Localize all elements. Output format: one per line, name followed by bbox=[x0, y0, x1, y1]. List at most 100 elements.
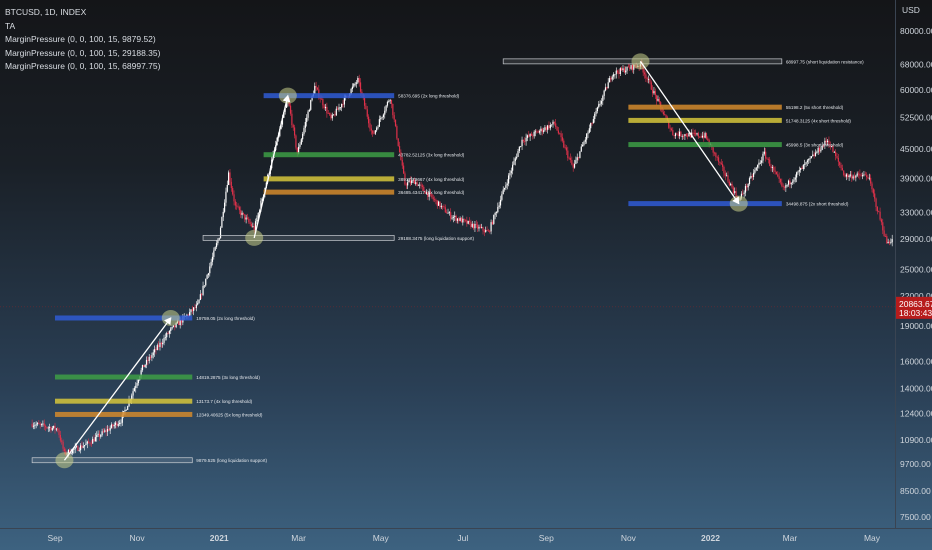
candle-body bbox=[882, 222, 884, 231]
candle-body bbox=[363, 98, 366, 106]
candle-body bbox=[481, 227, 483, 228]
candle-body bbox=[849, 174, 852, 176]
candle-body bbox=[86, 441, 88, 444]
candle-body bbox=[202, 285, 204, 295]
candle-body bbox=[505, 185, 507, 188]
candle-body bbox=[629, 67, 631, 69]
candle-body bbox=[210, 261, 212, 267]
level-band bbox=[55, 374, 193, 380]
price-tag-value: 20863.67 bbox=[899, 299, 932, 309]
candle-body bbox=[797, 171, 799, 173]
candle-body bbox=[787, 180, 790, 185]
candle-body bbox=[152, 352, 154, 356]
candle-body bbox=[149, 357, 152, 358]
candle-body bbox=[462, 218, 464, 223]
candle-body bbox=[848, 175, 850, 178]
candle-body bbox=[421, 185, 424, 187]
candle-body bbox=[820, 149, 822, 152]
candle-body bbox=[42, 423, 44, 425]
candle-body bbox=[525, 137, 527, 142]
candle-body bbox=[876, 206, 878, 212]
candle-body bbox=[351, 86, 354, 89]
candle-body bbox=[292, 125, 294, 128]
candle-body bbox=[545, 127, 547, 130]
candle-body bbox=[845, 174, 848, 177]
candle-body bbox=[707, 138, 709, 141]
candle-body bbox=[403, 165, 405, 174]
candle-body bbox=[724, 173, 726, 176]
candle-body bbox=[131, 395, 133, 400]
candle-body bbox=[57, 428, 59, 431]
candle-body bbox=[600, 101, 603, 104]
candle-body bbox=[203, 285, 206, 287]
candle-body bbox=[735, 191, 737, 197]
candle-body bbox=[649, 79, 651, 83]
candle-body bbox=[90, 443, 92, 445]
candle-body bbox=[252, 226, 254, 227]
candle-body bbox=[372, 130, 374, 134]
candle-body bbox=[703, 135, 705, 138]
candle-body bbox=[809, 157, 811, 159]
candle-body bbox=[774, 170, 776, 172]
candle-body bbox=[555, 123, 557, 127]
level-label: 19759.05 (2x long threshold) bbox=[196, 316, 255, 321]
candle-body bbox=[592, 119, 594, 124]
candle-body bbox=[43, 423, 45, 426]
candle-body bbox=[409, 180, 411, 184]
candle-body bbox=[170, 328, 172, 331]
candle-body bbox=[606, 87, 608, 89]
candle-body bbox=[411, 180, 413, 184]
candle-body bbox=[307, 111, 309, 118]
candle-body bbox=[228, 172, 230, 186]
candle-body bbox=[831, 146, 833, 148]
candle-body bbox=[552, 121, 554, 125]
trend-arrow bbox=[253, 94, 291, 239]
candle-body bbox=[429, 192, 432, 195]
candle-body bbox=[190, 309, 192, 313]
candle-body bbox=[529, 133, 531, 137]
indicator-margin-pressure-2[interactable]: MarginPressure (0, 0, 100, 15, 29188.35) bbox=[5, 47, 161, 58]
candle-body bbox=[258, 210, 261, 213]
candle-body bbox=[801, 167, 803, 169]
candle-body bbox=[386, 101, 389, 106]
candle-body bbox=[493, 214, 495, 224]
candle-body bbox=[537, 131, 539, 133]
candle-body bbox=[502, 189, 504, 195]
candle-body bbox=[547, 125, 549, 130]
candle-body bbox=[164, 337, 166, 339]
candle-body bbox=[244, 214, 246, 220]
y-tick-label: 39000.00 bbox=[900, 173, 932, 183]
candle-body bbox=[489, 230, 491, 232]
candle-body bbox=[322, 99, 324, 106]
candle-body bbox=[859, 173, 861, 176]
indicator-margin-pressure-1[interactable]: MarginPressure (0, 0, 100, 15, 9879.52) bbox=[5, 34, 156, 44]
indicator-margin-pressure-3[interactable]: MarginPressure (0, 0, 100, 15, 68997.75) bbox=[5, 61, 161, 71]
candle-body bbox=[127, 406, 129, 410]
candle-body bbox=[761, 160, 763, 163]
candle-body bbox=[342, 104, 344, 105]
candle-body bbox=[374, 130, 376, 134]
candle-body bbox=[528, 135, 530, 137]
candle-body bbox=[514, 158, 516, 162]
indicator-ta[interactable]: TA bbox=[5, 20, 16, 31]
candle-body bbox=[499, 199, 502, 206]
candle-body bbox=[747, 184, 749, 188]
candle-body bbox=[507, 175, 510, 184]
candle-body bbox=[517, 151, 519, 157]
candle-body bbox=[658, 99, 660, 103]
candle-body bbox=[79, 445, 82, 451]
symbol-title[interactable]: BTCUSD, 1D, INDEX bbox=[5, 7, 87, 17]
legend: BTCUSD, 1D, INDEX TA MarginPressure (0, … bbox=[5, 6, 160, 74]
candle-body bbox=[242, 212, 245, 215]
candle-body bbox=[828, 140, 830, 146]
candle-body bbox=[716, 156, 718, 158]
candle-body bbox=[109, 427, 111, 431]
candle-body bbox=[478, 226, 480, 229]
candle-body bbox=[178, 321, 180, 326]
candle-body bbox=[563, 140, 565, 148]
candle-body bbox=[96, 435, 98, 438]
candle-body bbox=[314, 85, 316, 94]
candle-body bbox=[759, 162, 761, 164]
